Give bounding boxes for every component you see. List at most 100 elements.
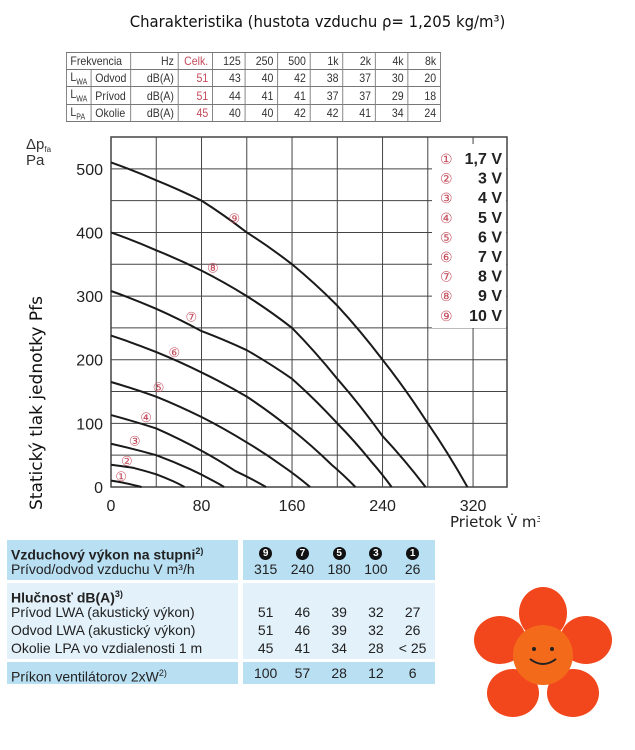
value-cell: 32 — [368, 604, 384, 620]
table-cell: 41 — [244, 86, 278, 105]
legend-marker-3: ③ — [440, 190, 453, 206]
value-cell: 1 — [395, 542, 431, 560]
value-cell: 7 — [284, 542, 320, 560]
value-cell: 41 — [294, 640, 311, 656]
noise-title-text: Hlučnosť dB(A) — [11, 589, 115, 606]
legend-label-8: 9 V — [478, 288, 502, 305]
legend-label-6: 7 V — [478, 249, 502, 266]
table-cell: dB(A) — [129, 68, 179, 88]
table-row: LWA Prívod dB(A) 51 44 41 41 37 37 29 18 — [65, 86, 441, 105]
table-cell: Prívod — [90, 86, 131, 105]
value-cell: 100 — [253, 665, 278, 681]
header-cell: Frekvencia — [66, 52, 131, 70]
value-cell: 39 — [331, 622, 347, 638]
table-cell: dB(A) — [129, 103, 179, 123]
curve-marker-6: ⑥ — [169, 345, 181, 360]
value-cell: 26 — [404, 622, 421, 638]
legend-label-9: 10 V — [469, 308, 502, 325]
table-cell: 40 — [211, 103, 246, 123]
curve-marker-7: ⑦ — [186, 309, 198, 324]
y-tick-label: 400 — [76, 225, 103, 242]
table-cell: 29 — [374, 86, 409, 105]
value-cell: 3 — [358, 542, 394, 560]
power-label: Príkon ventilátorov 2xW2) — [11, 664, 234, 685]
value-cell: 100 — [364, 561, 388, 577]
legend-marker-4: ④ — [440, 210, 453, 226]
table-cell: 40 — [244, 103, 278, 123]
y-axis-label: Statický tlak jednotky Pfs — [27, 296, 47, 510]
legend-marker-7: ⑦ — [440, 269, 453, 285]
curve-marker-4: ④ — [140, 410, 152, 425]
x-axis-label: Prietok V̇ m³/h — [450, 512, 540, 530]
legend-marker-6: ⑥ — [440, 249, 453, 265]
value-cell: 51 — [257, 604, 274, 620]
value-cell: 46 — [294, 604, 311, 620]
header-cell: Celk. — [177, 52, 213, 70]
y-tick-label: 200 — [76, 353, 103, 370]
curve-series-3 — [110, 442, 225, 488]
curve-series-8 — [110, 231, 427, 488]
x-tick-label: 240 — [369, 498, 396, 515]
x-tick-label: 320 — [460, 498, 487, 515]
table-cell: dB(A) — [129, 86, 179, 105]
perf-title: Vzduchový výkon na stupni2) — [11, 542, 234, 563]
noise-row-label: Okolie LPA vo vzdialenosti 1 m — [11, 640, 203, 656]
table-header-row: Frekvencia Hz Celk. 125 250 500 1k 2k 4k… — [66, 52, 441, 70]
legend-marker-5: ⑤ — [440, 229, 453, 245]
curve-marker-9: ⑨ — [228, 211, 240, 226]
smiley-flower-image — [474, 587, 612, 717]
header-cell: 250 — [244, 52, 278, 70]
table-cell: LPA — [65, 103, 92, 123]
table-cell: 37 — [309, 86, 343, 105]
y-tick-label: 500 — [76, 162, 103, 179]
curve-series-5 — [110, 381, 311, 488]
chart-title: Charakteristika (hustota vzduchu ρ= 1,20… — [129, 12, 506, 31]
legend-label-5: 6 V — [478, 229, 502, 246]
table-cell: 37 — [342, 68, 376, 88]
table-cell: 42 — [309, 103, 343, 123]
legend-marker-8: ⑧ — [440, 288, 453, 304]
value-cell: 6 — [408, 665, 417, 681]
value-cell: 34 — [331, 640, 347, 656]
x-tick-label: 80 — [193, 498, 211, 515]
value-cell: 9 — [248, 542, 284, 560]
legend-label-2: 3 V — [478, 171, 502, 188]
sup: 2) — [158, 668, 167, 678]
legend-label-3: 4 V — [478, 190, 502, 207]
power-label-text: Príkon ventilátorov 2xW — [11, 668, 159, 685]
level-badge: 3 — [369, 547, 383, 560]
frequency-table: Frekvencia Hz Celk. 125 250 500 1k 2k 4k… — [65, 52, 441, 123]
table-cell: 44 — [211, 86, 246, 105]
level-badge: 7 — [295, 547, 309, 560]
value-cell: 240 — [290, 561, 315, 577]
curve-marker-5: ⑤ — [153, 380, 165, 395]
sup: 2) — [195, 546, 204, 556]
table-row: LPA Okolie dB(A) 45 40 40 42 42 41 34 24 — [65, 103, 441, 123]
table-cell: 40 — [244, 68, 278, 88]
y-tick-label: 100 — [76, 416, 103, 433]
header-cell: 8k — [407, 52, 441, 70]
perf-title-text: Vzduchový výkon na stupni — [11, 546, 196, 563]
noise-row-label: Prívod LWA (akustický výkon) — [11, 604, 195, 620]
curve-marker-1: ① — [115, 469, 127, 484]
value-cell: 28 — [368, 640, 384, 656]
y-unit-pa: Pa — [26, 152, 45, 169]
value-cell: 315 — [253, 561, 278, 577]
curve-series-1 — [110, 479, 142, 488]
table-cell: 30 — [374, 68, 409, 88]
x-tick-label: 160 — [279, 498, 306, 515]
value-cell: 28 — [331, 665, 347, 681]
legend-label-4: 5 V — [478, 210, 502, 227]
curve-series-6 — [110, 334, 357, 488]
value-cell: 180 — [327, 561, 351, 577]
legend-label-7: 8 V — [478, 269, 502, 286]
value-cell: 46 — [294, 622, 311, 638]
value-cell: 12 — [368, 665, 384, 681]
table-cell: 51 — [177, 68, 213, 88]
table-row: LWA Odvod dB(A) 51 43 40 42 38 37 30 20 — [65, 68, 441, 88]
table-cell: 42 — [276, 68, 311, 88]
table-cell: 38 — [309, 68, 343, 88]
value-cell: 32 — [368, 622, 384, 638]
table-cell: LWA — [65, 68, 92, 88]
